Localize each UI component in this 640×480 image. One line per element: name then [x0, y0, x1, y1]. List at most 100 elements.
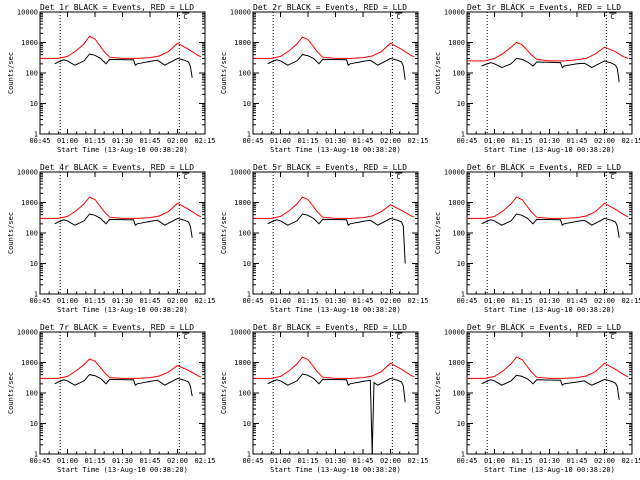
y-tick-label: 1000: [21, 359, 38, 367]
chart-panel-1: Det 1r BLACK = Events, RED = LLD 00:45 01:…: [7, 3, 216, 154]
series-events-line: [481, 374, 620, 400]
chart-title: Det 1r BLACK = Events, RED = LLD: [40, 3, 194, 12]
x-tick-label: 01:00: [57, 137, 78, 145]
x-tick-label: 02:15: [407, 457, 428, 465]
x-tick-label: 02:00: [380, 297, 401, 305]
y-tick-label: 1: [247, 451, 251, 459]
x-tick-label: 01:30: [112, 137, 133, 145]
x-tick-label: 01:45: [566, 457, 587, 465]
y-axis-label: Counts/sec: [220, 372, 228, 414]
x-tick-label: 01:45: [139, 297, 160, 305]
x-tick-label: 00:45: [242, 457, 263, 465]
y-axis-label: Counts/sec: [7, 52, 15, 94]
x-tick-label: 02:15: [621, 457, 640, 465]
plot-frame: [39, 11, 206, 135]
marker-label: C: [183, 13, 187, 21]
marker-label: C: [610, 13, 614, 21]
series-lld-line: [253, 36, 415, 59]
chart-panel-3: Det 3r BLACK = Events, RED = LLD 00:45 01:…: [434, 3, 640, 154]
series-events-line: [54, 374, 193, 397]
chart-title: Det 4r BLACK = Events, RED = LLD: [40, 163, 194, 172]
y-axis-label: Counts/sec: [434, 212, 442, 254]
x-tick-label: 01:15: [84, 137, 105, 145]
chart-title: Det 5r BLACK = Events, RED = LLD: [253, 163, 407, 172]
x-tick-label: 01:45: [352, 297, 373, 305]
x-tick-label: 00:45: [29, 297, 50, 305]
y-tick-label: 1000: [234, 199, 251, 207]
x-tick-label: 01:15: [84, 297, 105, 305]
x-tick-label: 01:45: [566, 297, 587, 305]
y-tick-label: 10: [30, 420, 38, 428]
series-events-line: [267, 373, 406, 455]
y-tick-label: 1000: [234, 359, 251, 367]
series-lld-line: [40, 358, 202, 379]
y-tick-label: 10: [457, 260, 465, 268]
x-tick-label: 02:00: [380, 457, 401, 465]
x-tick-label: 02:00: [594, 137, 615, 145]
y-tick-label: 10000: [444, 329, 465, 337]
series-lld-line: [467, 356, 629, 379]
x-axis-label: Start Time (13-Aug-10 00:38:20): [270, 306, 401, 314]
y-tick-label: 1: [247, 131, 251, 139]
x-tick-label: 02:00: [594, 297, 615, 305]
y-axis-label: Counts/sec: [7, 212, 15, 254]
x-tick-label: 02:15: [194, 297, 215, 305]
series-lld-line: [467, 41, 629, 62]
y-tick-label: 100: [25, 230, 38, 238]
x-tick-label: 01:30: [325, 457, 346, 465]
y-tick-label: 1: [34, 131, 38, 139]
x-tick-label: 00:45: [456, 137, 477, 145]
series-events-line: [54, 53, 193, 78]
y-tick-label: 10: [243, 260, 251, 268]
x-tick-label: 01:00: [270, 297, 291, 305]
x-tick-label: 02:15: [194, 137, 215, 145]
x-tick-label: 01:15: [297, 457, 318, 465]
x-tick-label: 01:45: [139, 137, 160, 145]
y-tick-label: 10000: [17, 9, 38, 17]
marker-label: C: [183, 173, 187, 181]
y-tick-label: 1000: [21, 39, 38, 47]
x-tick-label: 02:15: [407, 137, 428, 145]
x-tick-label: 01:00: [57, 297, 78, 305]
x-axis-label: Start Time (13-Aug-10 00:38:20): [484, 146, 615, 154]
chart-panel-5: Det 5r BLACK = Events, RED = LLD 00:45 01:…: [220, 163, 429, 314]
y-tick-label: 10000: [17, 169, 38, 177]
plot-frame: [252, 331, 419, 455]
y-tick-label: 10000: [17, 329, 38, 337]
y-tick-label: 100: [238, 390, 251, 398]
y-tick-label: 10: [457, 100, 465, 108]
x-axis-label: Start Time (13-Aug-10 00:38:20): [57, 466, 188, 474]
x-axis-label: Start Time (13-Aug-10 00:38:20): [484, 306, 615, 314]
chart-panel-7: Det 7r BLACK = Events, RED = LLD 00:45 01:…: [7, 323, 216, 474]
series-events-line: [267, 213, 406, 264]
y-tick-label: 100: [238, 230, 251, 238]
chart-title: Det 7r BLACK = Events, RED = LLD: [40, 323, 194, 332]
y-tick-label: 100: [25, 390, 38, 398]
x-tick-label: 01:30: [539, 457, 560, 465]
x-tick-label: 02:15: [621, 297, 640, 305]
plot-frame: [252, 11, 419, 135]
x-tick-label: 02:00: [167, 297, 188, 305]
y-tick-label: 10000: [444, 169, 465, 177]
y-tick-label: 10: [30, 260, 38, 268]
x-tick-label: 01:00: [270, 137, 291, 145]
y-axis-label: Counts/sec: [7, 372, 15, 414]
x-tick-label: 01:30: [539, 297, 560, 305]
x-tick-label: 02:15: [407, 297, 428, 305]
y-tick-label: 10: [457, 420, 465, 428]
marker-label: C: [183, 333, 187, 341]
chart-panel-6: Det 6r BLACK = Events, RED = LLD 00:45 01:…: [434, 163, 640, 314]
x-tick-label: 01:30: [325, 297, 346, 305]
marker-label: C: [396, 173, 400, 181]
x-tick-label: 00:45: [456, 297, 477, 305]
x-tick-label: 02:00: [594, 457, 615, 465]
series-lld-line: [253, 196, 415, 219]
x-tick-label: 00:45: [242, 137, 263, 145]
x-tick-label: 01:45: [352, 457, 373, 465]
x-tick-label: 01:15: [297, 137, 318, 145]
chart-panel-4: Det 4r BLACK = Events, RED = LLD 00:45 01:…: [7, 163, 216, 314]
y-tick-label: 1000: [234, 39, 251, 47]
x-tick-label: 01:15: [511, 457, 532, 465]
x-tick-label: 01:30: [112, 457, 133, 465]
